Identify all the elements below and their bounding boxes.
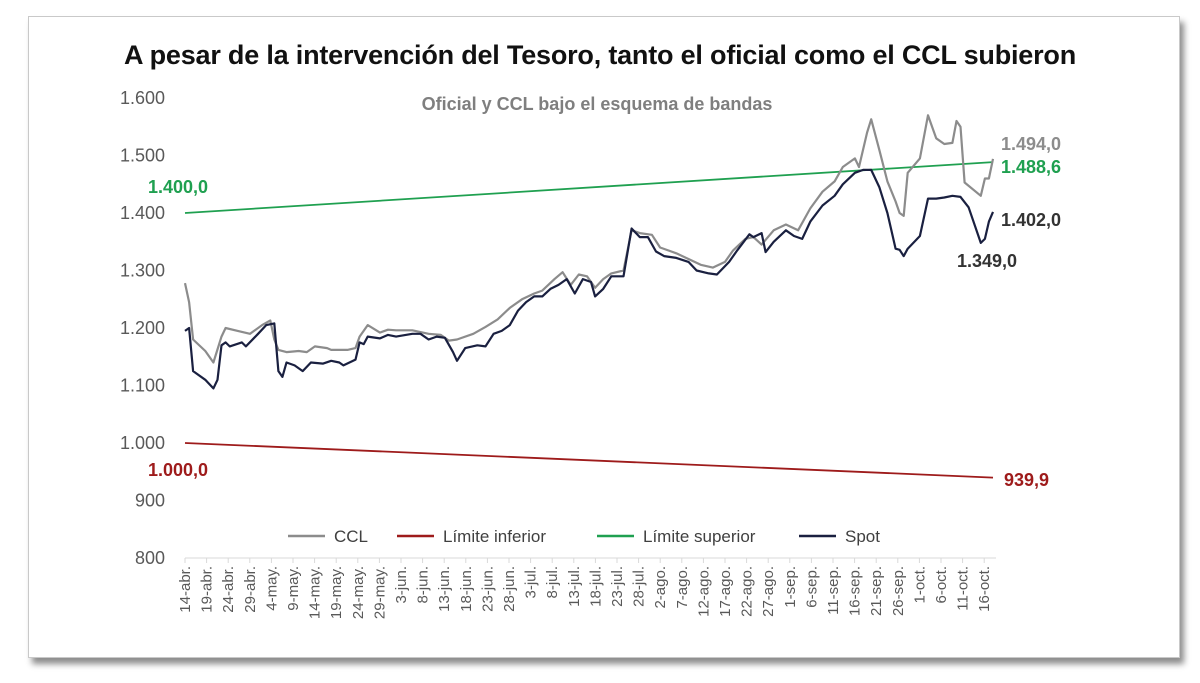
y-tick-label: 1.300: [120, 261, 165, 281]
x-tick-label: 3-jun.: [393, 566, 410, 604]
x-tick-label: 6-oct.: [933, 566, 950, 604]
x-tick-label: 28-jul.: [631, 566, 648, 607]
x-tick-label: 26-sep.: [890, 566, 907, 616]
x-tick-label: 11-oct.: [955, 566, 972, 611]
y-axis: 800 900 1.000 1.100 1.200 1.300 1.400 1.500 1.60…: [120, 88, 165, 568]
x-tick-label: 11-sep.: [825, 566, 842, 615]
x-tick-label: 19-abr.: [199, 566, 216, 613]
x-tick-label: 21-sep.: [868, 566, 885, 616]
x-tick-label: 7-ago.: [674, 566, 691, 609]
x-tick-label: 27-ago.: [760, 566, 777, 617]
x-tick-label: 14-abr.: [177, 566, 194, 613]
chart-subtitle: Oficial y CCL bajo el esquema de bandas: [422, 94, 773, 114]
x-tick-label: 4-may.: [263, 566, 280, 611]
y-tick-label: 900: [135, 491, 165, 511]
x-tick-label: 18-jun.: [458, 566, 475, 612]
x-tick-label: 24-may.: [350, 566, 367, 619]
x-tick-label: 13-jul.: [566, 566, 583, 607]
y-tick-label: 1.500: [120, 146, 165, 166]
x-tick-label: 16-oct.: [976, 566, 993, 612]
chart-frame: [28, 16, 1180, 658]
series-lower-limit-line: [184, 442, 994, 479]
legend-label-spot: Spot: [845, 527, 880, 546]
x-tick-label: 9-may.: [285, 566, 302, 611]
x-tick-label: 16-sep.: [847, 566, 864, 616]
y-tick-label: 1.100: [120, 376, 165, 396]
label-spot-min: 1.349,0: [957, 251, 1017, 271]
legend: CCL Límite inferior Límite superior Spot: [288, 527, 880, 546]
x-tick-label: 17-ago.: [717, 566, 734, 617]
legend-label-upper: Límite superior: [643, 527, 756, 546]
label-lower-last: 939,9: [1004, 470, 1049, 490]
x-tick-label: 28-jun.: [501, 566, 518, 612]
y-tick-label: 800: [135, 548, 165, 568]
y-tick-label: 1.200: [120, 318, 165, 338]
x-tick-label: 1-sep.: [782, 566, 799, 608]
x-tick-label: 23-jun.: [479, 566, 496, 612]
label-upper-first: 1.400,0: [148, 177, 208, 197]
x-tick-label: 13-jun.: [436, 566, 453, 612]
x-tick-label: 29-abr.: [242, 566, 259, 613]
x-tick-label: 29-may.: [371, 566, 388, 619]
x-tick-label: 8-jun.: [415, 566, 432, 604]
x-tick-label: 12-ago.: [695, 566, 712, 617]
legend-label-ccl: CCL: [334, 527, 368, 546]
x-tick-label: 23-jul.: [609, 566, 626, 607]
x-axis: 14-abr. 19-abr. 24-abr. 29-abr. 4-may. 9-may.…: [177, 558, 993, 619]
y-tick-label: 1.600: [120, 88, 165, 108]
x-tick-label: 18-jul.: [587, 566, 604, 607]
series-spot-line: [184, 168, 995, 390]
x-tick-label: 14-may.: [307, 566, 324, 619]
x-tick-label: 19-may.: [328, 566, 345, 619]
x-tick-label: 24-abr.: [220, 566, 237, 613]
x-tick-label: 22-ago.: [739, 566, 756, 617]
data-labels: 1.494,0 1.488,6 1.402,0 1.349,0 1.400,0 …: [148, 134, 1061, 490]
y-tick-label: 1.400: [120, 203, 165, 223]
label-ccl-last: 1.494,0: [1001, 134, 1061, 154]
headline: A pesar de la intervención del Tesoro, t…: [123, 40, 1076, 70]
x-tick-label: 2-ago.: [652, 566, 669, 609]
label-upper-last: 1.488,6: [1001, 157, 1061, 177]
series-ccl-line: [183, 114, 995, 364]
y-tick-label: 1.000: [120, 433, 165, 453]
label-spot-last: 1.402,0: [1001, 210, 1061, 230]
x-tick-label: 3-jul.: [523, 566, 540, 599]
series-group: [183, 114, 995, 479]
x-tick-label: 8-jul.: [544, 566, 561, 599]
label-lower-first: 1.000,0: [148, 460, 208, 480]
legend-label-lower: Límite inferior: [443, 527, 546, 546]
x-tick-label: 1-oct.: [911, 566, 928, 604]
x-tick-label: 6-sep.: [803, 566, 820, 608]
